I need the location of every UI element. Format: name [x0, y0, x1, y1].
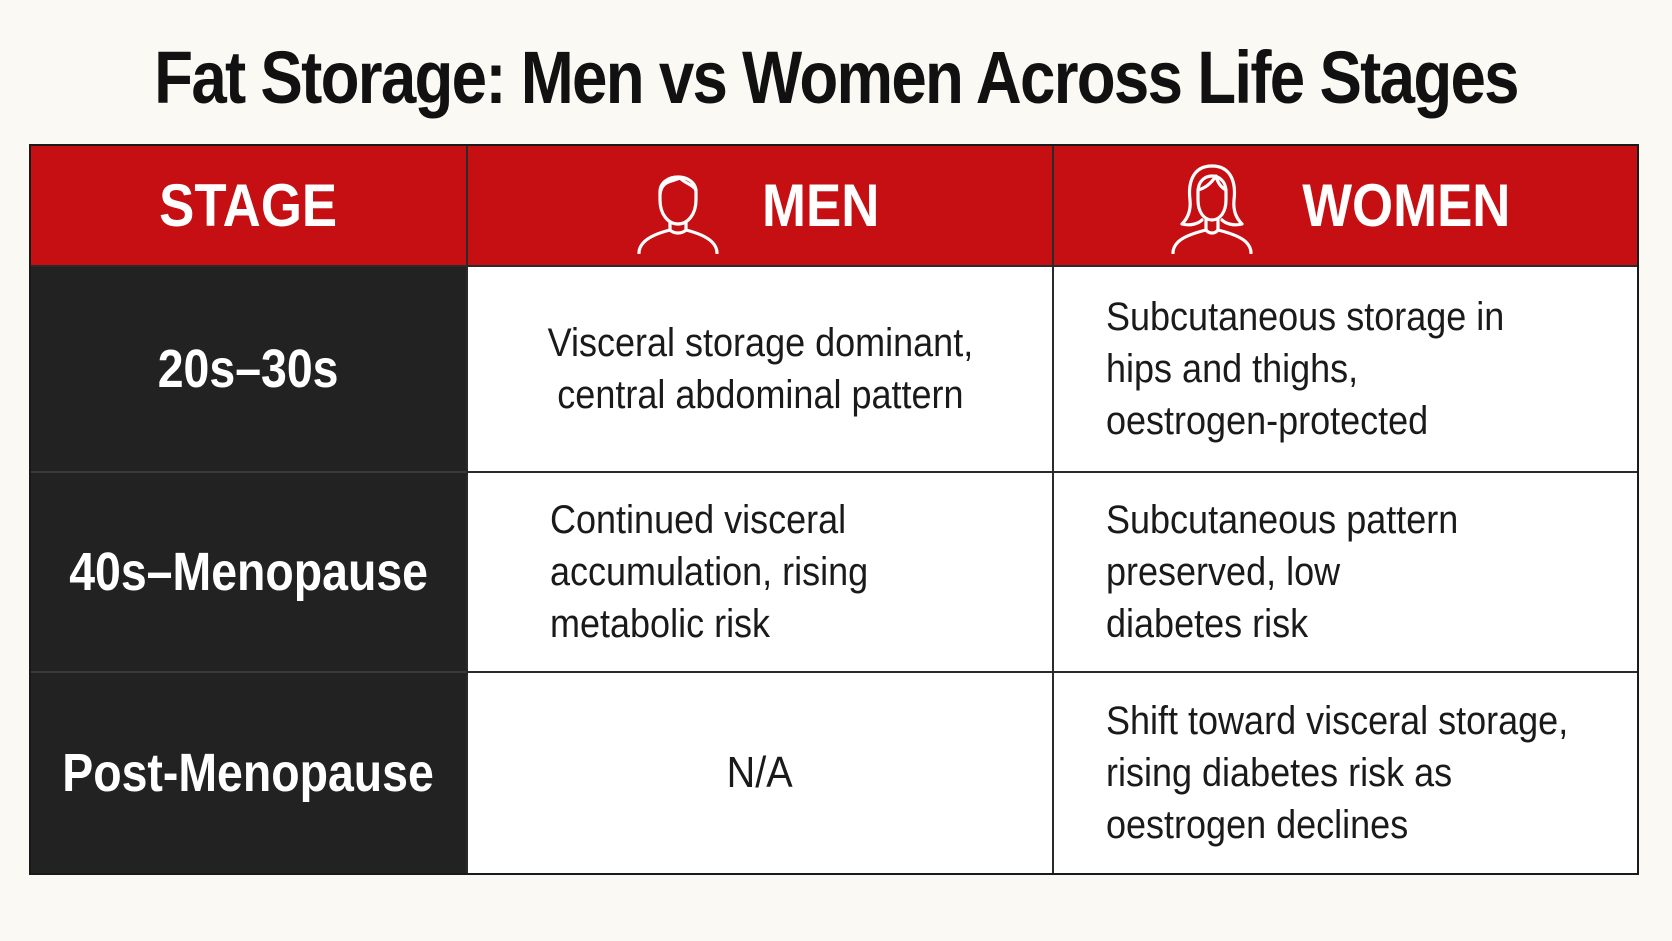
- text-line: Subcutaneous pattern: [1106, 498, 1459, 542]
- text-line: accumulation, rising: [550, 550, 869, 594]
- men-text: N/A: [727, 747, 793, 799]
- stage-label: 20s–30s: [158, 339, 339, 399]
- text-line: hips and thighs,: [1106, 347, 1359, 391]
- text-line: diabetes risk: [1106, 602, 1309, 646]
- header-women: WOMEN: [1052, 146, 1637, 267]
- women-cell: Shift toward visceral storage, rising di…: [1052, 673, 1637, 873]
- men-text: Continued visceral accumulation, rising …: [550, 494, 868, 650]
- men-cell: Visceral storage dominant, central abdom…: [466, 267, 1052, 473]
- stage-label: Post-Menopause: [62, 743, 435, 803]
- text-line: oestrogen-protected: [1106, 399, 1429, 443]
- men-cell: N/A: [466, 673, 1052, 873]
- women-text: Subcutaneous storage in hips and thighs,…: [1106, 291, 1504, 447]
- women-text: Subcutaneous pattern preserved, low diab…: [1106, 494, 1458, 650]
- text-line: Continued visceral: [550, 498, 847, 542]
- woman-outline-icon: [1171, 163, 1253, 254]
- header-men-label: MEN: [762, 172, 880, 239]
- women-cell: Subcutaneous storage in hips and thighs,…: [1052, 267, 1637, 473]
- women-text: Shift toward visceral storage, rising di…: [1106, 695, 1568, 851]
- comparison-table: STAGE MEN: [29, 144, 1639, 875]
- stage-cell: Post-Menopause: [31, 673, 466, 873]
- header-stage-label: STAGE: [159, 172, 338, 239]
- header-women-label: WOMEN: [1302, 172, 1511, 239]
- text-line: N/A: [726, 748, 794, 797]
- man-outline-icon: [637, 175, 719, 254]
- text-line: rising diabetes risk as: [1106, 751, 1453, 795]
- text-line: Visceral storage dominant,: [547, 321, 973, 365]
- header-men: MEN: [466, 146, 1052, 267]
- women-cell: Subcutaneous pattern preserved, low diab…: [1052, 473, 1637, 673]
- text-line: oestrogen declines: [1106, 803, 1409, 847]
- text-line: central abdominal pattern: [556, 373, 964, 417]
- page-title: Fat Storage: Men vs Women Across Life St…: [154, 36, 1519, 119]
- stage-cell: 20s–30s: [31, 267, 466, 473]
- stage-label: 40s–Menopause: [69, 542, 428, 602]
- men-text: Visceral storage dominant, central abdom…: [547, 317, 973, 421]
- text-line: metabolic risk: [550, 602, 771, 646]
- text-line: Shift toward visceral storage,: [1106, 699, 1569, 743]
- text-line: Subcutaneous storage in: [1106, 295, 1505, 339]
- text-line: preserved, low: [1106, 550, 1341, 594]
- header-stage: STAGE: [31, 146, 466, 267]
- stage-cell: 40s–Menopause: [31, 473, 466, 673]
- men-cell: Continued visceral accumulation, rising …: [466, 473, 1052, 673]
- table-grid: STAGE MEN: [31, 146, 1637, 873]
